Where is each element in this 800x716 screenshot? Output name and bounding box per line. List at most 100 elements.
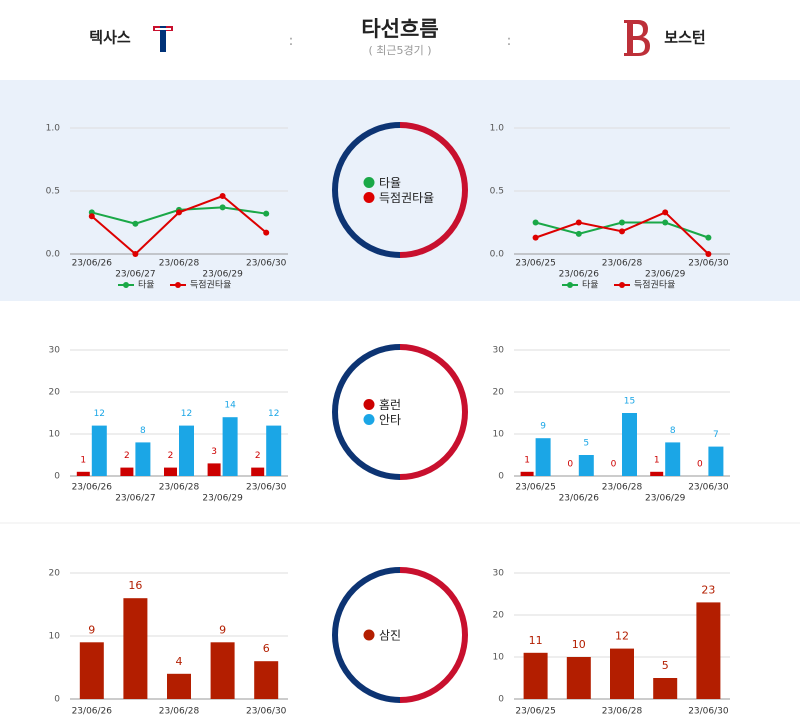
value-label: 1 [80,455,86,465]
x-tick-label: 23/06/30 [688,483,729,493]
y-tick-label: 0 [54,472,60,482]
y-tick-label: 20 [49,569,61,579]
value-label: 2 [124,451,130,461]
home-logo [153,26,173,52]
legend-dot [619,282,625,288]
x-tick-label: 23/06/25 [515,707,555,716]
x-tick-label: 23/06/26 [72,707,113,716]
value-label: 11 [529,634,543,647]
point [532,219,539,226]
point [662,219,669,226]
bar [578,455,594,476]
bar [91,425,107,476]
x-tick-label: 23/06/26 [72,483,113,493]
point [705,234,712,241]
y-tick-label: 10 [493,653,505,663]
legend-label: 삼진 [379,629,401,643]
legend-label: 타율 [138,280,155,291]
bar [76,471,90,476]
y-tick-label: 10 [49,632,61,642]
bar [135,442,151,476]
legend-label: 득점권타율 [379,191,434,205]
y-tick-label: 0.5 [490,187,504,197]
y-tick-label: 0.0 [46,250,61,260]
value-label: 12 [94,409,105,419]
x-tick-label: 23/06/29 [645,270,686,280]
point [532,234,539,241]
bar [523,652,548,699]
value-label: 9 [88,623,95,636]
point [575,230,582,237]
point [219,204,226,211]
point [263,229,270,236]
away-logo [624,20,650,56]
bar [535,438,551,476]
value-label: 16 [128,579,142,592]
x-tick-label: 23/06/29 [202,270,243,280]
bar [207,463,221,476]
bar [266,425,282,476]
value-label: 5 [662,659,669,672]
legend-dot [567,282,573,288]
x-tick-label: 23/06/28 [602,259,643,269]
value-label: 14 [224,401,236,411]
legend-dot [175,282,181,288]
x-tick-label: 23/06/30 [246,259,287,269]
value-label: 7 [713,430,719,440]
value-label: 8 [670,426,676,436]
legend-label: 타율 [582,280,599,291]
y-tick-label: 30 [493,569,505,579]
bar [520,471,534,476]
value-label: 6 [263,642,270,655]
value-label: 12 [181,409,192,419]
ring-right [399,344,468,480]
value-label: 2 [255,451,261,461]
x-tick-label: 23/06/26 [559,270,600,280]
legend-dot [363,399,375,410]
y-tick-label: 1.0 [46,124,61,134]
bar [222,417,238,476]
bar [123,598,148,699]
point [619,228,625,235]
bar [120,467,134,476]
value-label: 2 [168,451,174,461]
bar [708,446,724,476]
point [176,209,182,216]
legend-dot [363,414,375,425]
bar [566,657,591,699]
bar [210,642,235,699]
bar [650,471,664,476]
legend-dot [363,629,375,641]
value-label: 12 [268,409,279,419]
x-tick-label: 23/06/26 [559,494,600,504]
point [619,219,625,226]
legend-dot [363,192,375,203]
bar [251,467,265,476]
legend-dot [363,177,375,188]
value-label: 1 [524,455,530,465]
bar [167,673,191,699]
y-tick-label: 0.5 [46,187,60,197]
y-tick-label: 0 [498,472,504,482]
x-tick-label: 23/06/30 [246,483,287,493]
point [88,213,95,220]
bar [610,648,634,699]
bar [653,678,678,699]
x-tick-label: 23/06/29 [202,494,243,504]
value-label: 15 [624,397,635,407]
ring-right [399,567,468,703]
value-label: 23 [701,583,715,596]
y-tick-label: 0.0 [490,250,505,260]
point [662,209,669,216]
legend-dot [123,282,129,288]
separator: : [289,33,294,49]
x-tick-label: 23/06/27 [115,494,155,504]
bar [254,661,279,699]
value-label: 0 [567,460,573,470]
y-tick-label: 30 [49,346,61,356]
legend-label: 홈런 [379,398,401,412]
y-tick-label: 30 [493,346,505,356]
value-label: 12 [615,630,629,643]
y-tick-label: 10 [493,430,505,440]
